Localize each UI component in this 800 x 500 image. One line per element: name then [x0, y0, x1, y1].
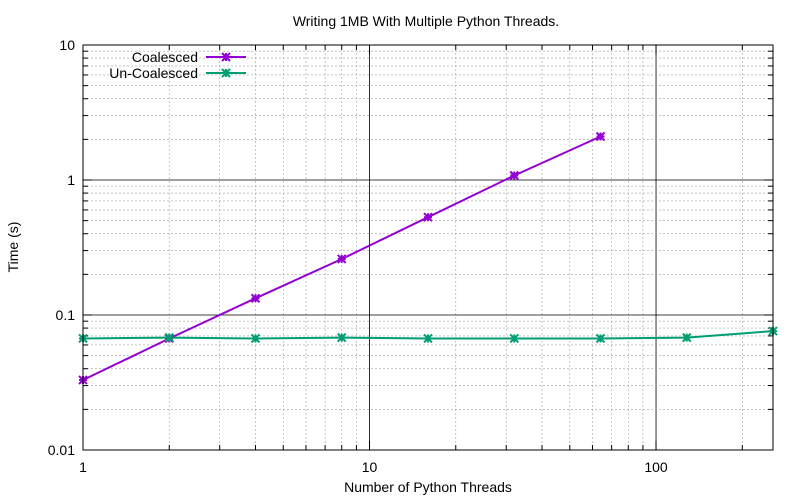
series-un-coalesced: [78, 326, 778, 344]
series-layer: [78, 131, 778, 385]
data-point-coalesced: [509, 170, 519, 181]
legend-label-un-coalesced: Un-Coalesced: [109, 65, 198, 81]
plot-frame: [82, 44, 774, 451]
data-point-un-coalesced: [509, 333, 519, 344]
data-point-coalesced: [250, 293, 261, 303]
data-point-un-coalesced: [682, 332, 692, 343]
data-point-un-coalesced: [164, 332, 174, 343]
chart-title: Writing 1MB With Multiple Python Threads…: [293, 13, 559, 29]
y-tick-label: 0.01: [48, 442, 75, 458]
y-axis-label: Time (s): [5, 222, 21, 273]
x-tick-label: 100: [644, 459, 668, 475]
y-tick-label: 10: [59, 37, 75, 53]
legend-marker-un-coalesced: [221, 68, 231, 78]
data-point-un-coalesced: [250, 333, 261, 344]
y-tick-label: 1: [67, 172, 75, 188]
data-point-coalesced: [595, 131, 606, 142]
y-tick-label: 0.1: [56, 307, 76, 323]
x-tick-label: 1: [79, 459, 87, 475]
data-point-coalesced: [337, 254, 347, 264]
data-point-un-coalesced: [595, 333, 606, 344]
x-tick-label: 10: [362, 459, 378, 475]
data-point-un-coalesced: [337, 332, 347, 343]
axes: 1 10 100 0.01 0.1 1 10: [48, 37, 773, 475]
legend-marker-coalesced: [221, 52, 231, 62]
data-point-un-coalesced: [423, 333, 433, 344]
legend-label-coalesced: Coalesced: [132, 49, 198, 65]
grid-lines: [82, 45, 773, 451]
x-axis-label: Number of Python Threads: [344, 479, 512, 495]
data-point-coalesced: [423, 212, 433, 222]
